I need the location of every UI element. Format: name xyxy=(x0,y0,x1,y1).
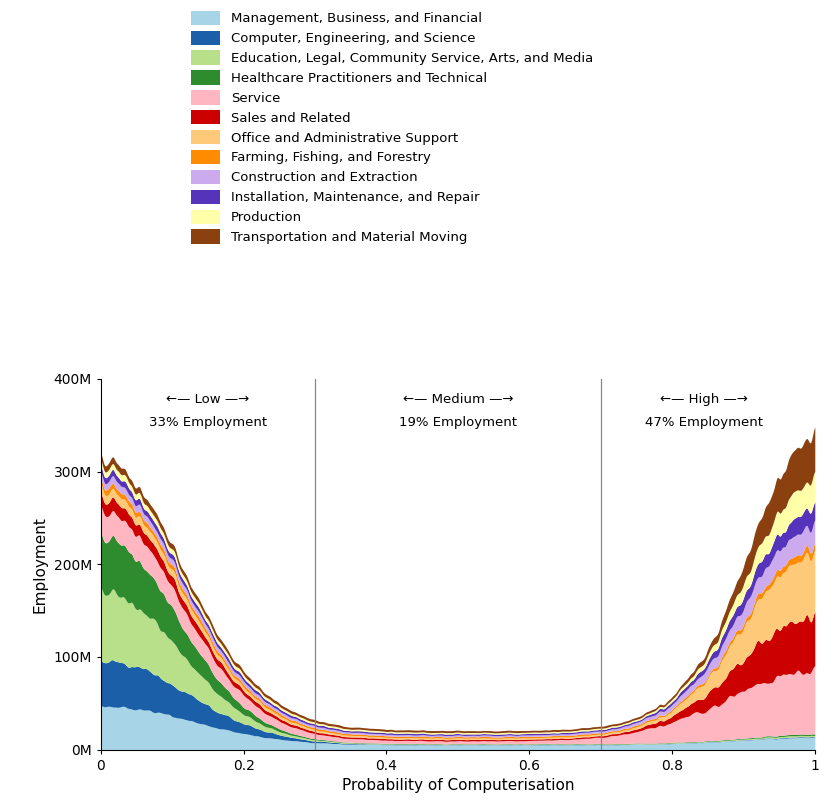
Legend: Management, Business, and Financial, Computer, Engineering, and Science, Educati: Management, Business, and Financial, Com… xyxy=(192,10,593,244)
Y-axis label: Employment: Employment xyxy=(33,516,48,613)
Text: 33% Employment: 33% Employment xyxy=(149,416,267,429)
Text: ←— Medium —→: ←— Medium —→ xyxy=(402,393,513,405)
Text: ←— High —→: ←— High —→ xyxy=(660,393,748,405)
Text: ←— Low —→: ←— Low —→ xyxy=(166,393,249,405)
Text: 47% Employment: 47% Employment xyxy=(645,416,763,429)
Text: 19% Employment: 19% Employment xyxy=(399,416,517,429)
X-axis label: Probability of Computerisation: Probability of Computerisation xyxy=(342,778,574,793)
